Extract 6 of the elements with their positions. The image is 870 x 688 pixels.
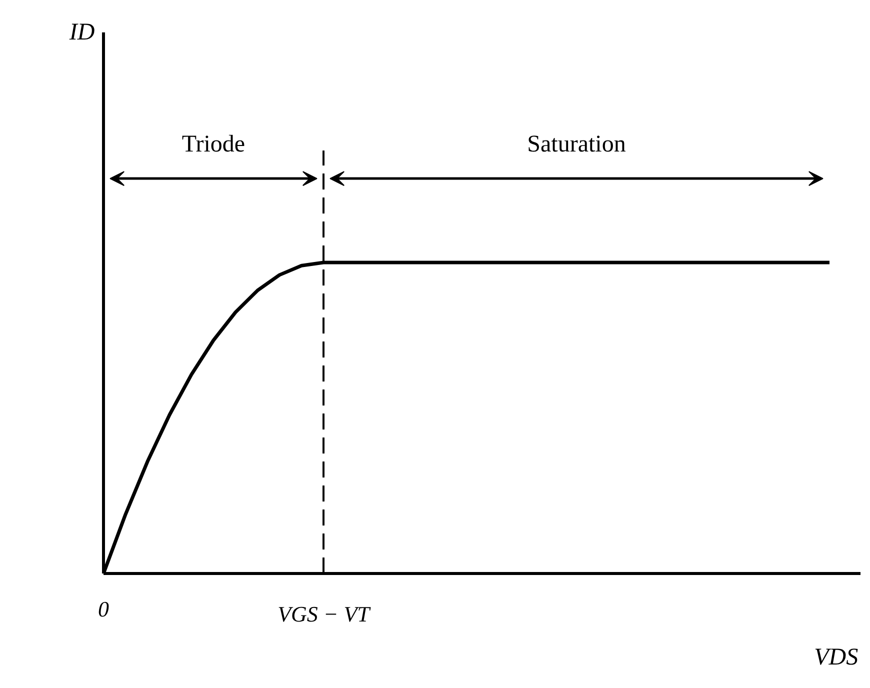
x-tick-label: VGS − VT — [278, 601, 372, 626]
text: ID — [68, 19, 95, 46]
text: Saturation — [527, 131, 626, 158]
x-axis-title: VDS — [814, 644, 858, 670]
x-tick-label: 0 — [98, 596, 109, 622]
text: Triode — [182, 131, 246, 158]
